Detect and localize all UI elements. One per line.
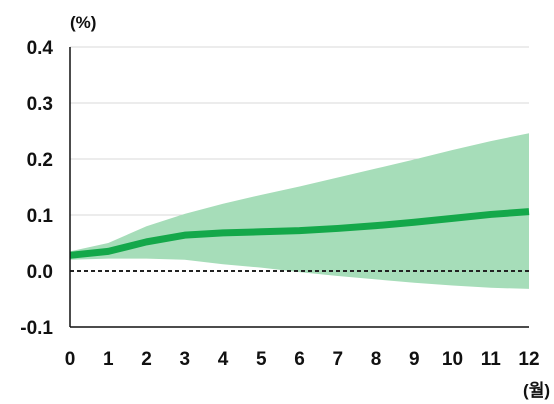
x-tick-label: 5 xyxy=(256,349,267,370)
x-tick-label: 0 xyxy=(65,349,76,370)
x-tick-label: 9 xyxy=(409,349,420,370)
y-tick-labels: -0.1 0.0 0.1 0.2 0.3 0.4 xyxy=(20,38,53,339)
x-tick-label: 12 xyxy=(518,349,539,370)
y-tick-label: 0.2 xyxy=(27,150,53,171)
x-tick-labels: 0 1 2 3 4 5 6 7 8 9 10 11 12 xyxy=(65,349,540,370)
x-tick-label: 6 xyxy=(294,349,305,370)
axes xyxy=(69,47,529,328)
y-tick-label: 0.0 xyxy=(27,262,53,283)
x-tick-label: 1 xyxy=(103,349,114,370)
x-tick-label: 7 xyxy=(332,349,343,370)
y-tick-label: 0.4 xyxy=(27,38,54,59)
y-tick-label: 0.1 xyxy=(27,206,54,227)
x-tick-label: 10 xyxy=(442,349,463,370)
x-tick-label: 11 xyxy=(481,349,502,370)
x-tick-label: 2 xyxy=(141,349,152,370)
y-tick-label: -0.1 xyxy=(20,318,53,339)
x-tick-label: 3 xyxy=(179,349,190,370)
confidence-band xyxy=(70,133,529,289)
x-axis-unit-label: (월) xyxy=(523,381,550,400)
x-tick-label: 8 xyxy=(371,349,382,370)
y-tick-label: 0.3 xyxy=(27,94,53,115)
y-axis-unit-label: (%) xyxy=(70,13,96,32)
x-tick-label: 4 xyxy=(218,349,229,370)
